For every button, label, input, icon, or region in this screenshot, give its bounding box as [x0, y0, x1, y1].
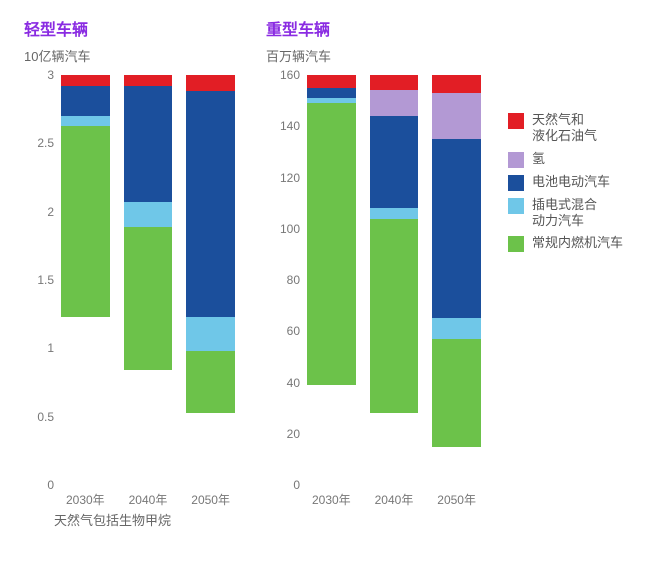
y-tick-label: 1.5 — [24, 273, 54, 287]
bar-segment-hydrogen — [432, 93, 481, 139]
chart-subtitle: 百万辆汽车 — [266, 46, 488, 65]
bar-segment-ng_lpg — [124, 75, 173, 86]
y-tick-label: 120 — [266, 171, 300, 185]
legend-item-hydrogen: 氢 — [508, 151, 623, 168]
plot-area — [54, 75, 242, 485]
chart-title: 轻型车辆 — [24, 16, 242, 40]
legend-label: 常规内燃机汽车 — [532, 235, 623, 251]
y-tick-label: 40 — [266, 376, 300, 390]
x-tick-label: 2030年 — [66, 491, 105, 508]
bar-segment-bev — [370, 116, 419, 208]
y-tick-label: 80 — [266, 273, 300, 287]
bars-area — [300, 75, 488, 485]
x-axis: 2030年 2040年 2050年 — [54, 491, 242, 508]
chart-title: 重型车辆 — [266, 16, 488, 40]
bar-segment-ice — [124, 227, 173, 371]
bar-stack — [124, 75, 173, 485]
y-tick-label: 60 — [266, 324, 300, 338]
bar-segment-phev — [61, 116, 110, 126]
bar-stack — [370, 75, 419, 485]
bar-segment-phev — [124, 202, 173, 227]
bar-segment-bev — [124, 86, 173, 202]
x-tick-label: 2030年 — [312, 491, 351, 508]
bar-stack — [307, 75, 356, 485]
y-tick-label: 0 — [24, 478, 54, 492]
bar-segment-ice — [61, 126, 110, 317]
bar-segment-ng_lpg — [307, 75, 356, 88]
chart-panel-heavy: 重型车辆百万辆汽车 0 20 40 60 80 100 120 140 160 2030年 2040年… — [266, 16, 488, 529]
y-tick-label: 160 — [266, 68, 300, 82]
bar-segment-ng_lpg — [432, 75, 481, 93]
y-tick-label: 20 — [266, 427, 300, 441]
legend-label: 氢 — [532, 151, 545, 167]
y-tick-label: 3 — [24, 68, 54, 82]
bar-segment-ng_lpg — [61, 75, 110, 86]
bar-segment-bev — [186, 91, 235, 317]
bar-segment-ice — [307, 103, 356, 385]
bar-segment-bev — [61, 86, 110, 116]
legend: 天然气和液化石油气氢电池电动汽车插电式混合动力汽车常规内燃机汽车 — [508, 112, 623, 252]
bar-stack — [186, 75, 235, 485]
chart-panel-light: 轻型车辆 10亿辆汽车 0 0.5 1 1.5 2 2.5 3 2030年 2040年 2050年天然… — [24, 16, 242, 529]
legend-item-ice: 常规内燃机汽车 — [508, 235, 623, 252]
y-tick-label: 140 — [266, 119, 300, 133]
y-tick-label: 100 — [266, 222, 300, 236]
bar-segment-phev — [186, 317, 235, 351]
y-tick-label: 0.5 — [24, 410, 54, 424]
legend-label: 插电式混合动力汽车 — [532, 197, 597, 230]
chart-footnote: 天然气包括生物甲烷 — [54, 510, 242, 529]
bars-area — [54, 75, 242, 485]
y-tick-label: 2.5 — [24, 136, 54, 150]
bar-segment-ice — [370, 219, 419, 414]
legend-swatch — [508, 175, 524, 191]
bar-segment-phev — [432, 318, 481, 339]
x-axis: 2030年 2040年 2050年 — [300, 491, 488, 508]
x-tick-label: 2050年 — [437, 491, 476, 508]
bar-segment-hydrogen — [370, 90, 419, 116]
y-tick-label: 1 — [24, 341, 54, 355]
legend-swatch — [508, 152, 524, 168]
legend-item-bev: 电池电动汽车 — [508, 174, 623, 191]
bar-segment-phev — [370, 208, 419, 218]
y-axis: 020406080100120140160 — [266, 75, 300, 485]
legend-label: 天然气和液化石油气 — [532, 112, 597, 145]
legend-swatch — [508, 236, 524, 252]
bar-segment-ng_lpg — [186, 75, 235, 91]
plot-wrap: 00.511.522.53 — [24, 75, 242, 485]
legend-label: 电池电动汽车 — [532, 174, 610, 190]
charts-container: 轻型车辆10亿辆汽车00.511.522.532030年2040年2050年天然… — [0, 0, 660, 529]
bar-segment-bev — [432, 139, 481, 318]
y-axis: 00.511.522.53 — [24, 75, 54, 485]
y-tick-label: 0 — [266, 478, 300, 492]
bar-segment-ice — [186, 351, 235, 413]
bar-segment-bev — [307, 88, 356, 98]
x-tick-label: 2050年 — [191, 491, 230, 508]
legend-swatch — [508, 198, 524, 214]
legend-swatch — [508, 113, 524, 129]
bar-stack — [432, 75, 481, 485]
bar-segment-ice — [432, 339, 481, 447]
legend-item-phev: 插电式混合动力汽车 — [508, 197, 623, 230]
y-tick-label: 2 — [24, 205, 54, 219]
chart-subtitle: 10亿辆汽车 — [24, 46, 242, 65]
legend-item-ng_lpg: 天然气和液化石油气 — [508, 112, 623, 145]
x-tick-label: 2040年 — [375, 491, 414, 508]
x-tick-label: 2040年 — [129, 491, 168, 508]
bar-stack — [61, 75, 110, 485]
plot-area — [300, 75, 488, 485]
bar-segment-ng_lpg — [370, 75, 419, 90]
plot-wrap: 020406080100120140160 — [266, 75, 488, 485]
